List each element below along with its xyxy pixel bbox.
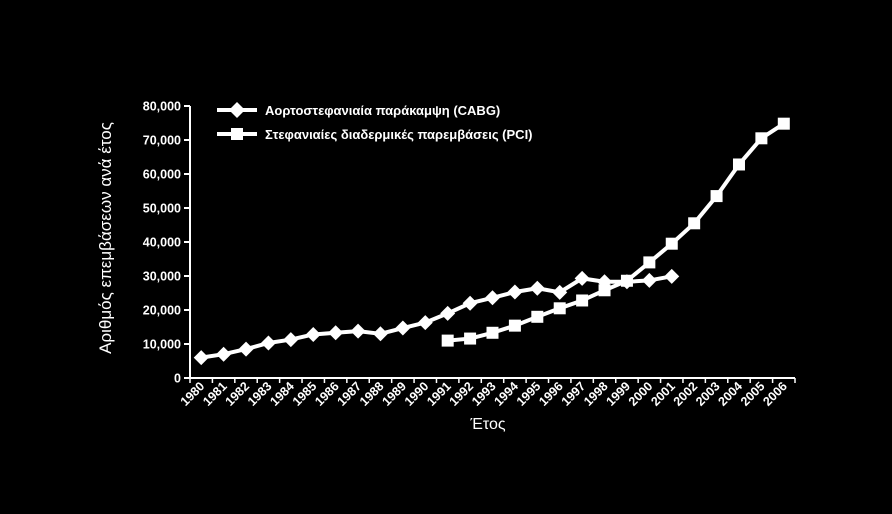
- x-tick-label: 1987: [335, 379, 365, 409]
- cabg-data-point: [529, 280, 545, 296]
- legend-item-cabg: Αορτοστεφανιαία παράκαμψη (CABG): [217, 102, 500, 118]
- x-tick-label: 2005: [738, 379, 768, 409]
- x-tick-label: 1991: [424, 379, 454, 409]
- pci-data-point: [531, 310, 544, 323]
- y-axis-title: Αριθμός επεμβάσεων ανά έτος: [96, 122, 115, 354]
- pci-line: [447, 122, 785, 343]
- cabg-data-point: [350, 323, 366, 339]
- x-tick-label: 1980: [178, 379, 208, 409]
- cabg-data-point: [283, 332, 299, 348]
- y-tick-label: 70,000: [143, 134, 181, 148]
- cabg-data-point: [328, 325, 344, 341]
- x-tick-label: 2001: [648, 379, 678, 409]
- cabg-data-point: [372, 326, 388, 342]
- cabg-data-point: [574, 270, 590, 286]
- cabg-data-point: [485, 290, 500, 306]
- pci-data-point: [576, 294, 589, 307]
- y-tick-label: 30,000: [143, 270, 181, 284]
- x-tick-label: 2002: [671, 379, 701, 409]
- pci-data-point: [620, 274, 633, 287]
- y-ticks: 0 10,000 20,000 30,000 40,000 50,000 60,000 70,…: [143, 100, 190, 386]
- cabg-data-point: [417, 315, 433, 331]
- legend-cabg-label: Αορτοστεφανιαία παράκαμψη (CABG): [265, 103, 500, 118]
- pci-data-point: [732, 158, 745, 171]
- y-tick-label: 40,000: [143, 236, 181, 250]
- pci-data-point: [665, 237, 678, 250]
- legend-pci-label: Στεφανιαίες διαδερμικές παρεμβάσεις (PCI…: [265, 127, 533, 142]
- x-tick-label: 1983: [245, 379, 275, 409]
- x-tick-label: 2000: [626, 379, 656, 409]
- cabg-data-point: [216, 346, 232, 362]
- cabg-data-point: [507, 284, 523, 300]
- pci-data-point: [710, 190, 723, 203]
- y-tick-label: 60,000: [143, 168, 181, 182]
- x-tick-label: 1992: [447, 379, 477, 409]
- pci-data-point: [598, 284, 611, 297]
- pci-data-point: [441, 334, 454, 347]
- pci-data-point: [777, 117, 790, 130]
- series-layer: [193, 117, 790, 366]
- cabg-data-point: [462, 295, 478, 311]
- cabg-data-point: [641, 272, 657, 288]
- y-tick-label: 0: [174, 372, 181, 386]
- legend: Αορτοστεφανιαία παράκαμψη (CABG) Στεφανι…: [217, 102, 533, 142]
- x-tick-label: 1998: [581, 379, 611, 409]
- cabg-data-point: [395, 320, 411, 336]
- x-tick-label: 1981: [200, 379, 230, 409]
- legend-pci-square-marker: [231, 128, 243, 140]
- x-tick-label: 1997: [559, 379, 589, 409]
- pci-data-point: [464, 332, 477, 345]
- x-tick-label: 1994: [491, 379, 521, 409]
- pci-data-point: [688, 217, 701, 230]
- cabg-data-point: [260, 335, 276, 351]
- cabg-data-point: [193, 350, 209, 366]
- cabg-data-point: [305, 326, 321, 342]
- x-axis-title: Έτος: [469, 416, 506, 433]
- cabg-data-point: [664, 268, 680, 284]
- series-cabg: [193, 268, 680, 366]
- y-tick-label: 20,000: [143, 304, 181, 318]
- x-tick-label: 1988: [357, 379, 387, 409]
- y-tick-label: 10,000: [143, 338, 181, 352]
- x-tick-label: 1985: [290, 379, 320, 409]
- pci-data-point: [486, 326, 499, 339]
- x-tick-label: 1990: [402, 379, 432, 409]
- pci-data-point: [755, 132, 768, 145]
- x-tick-label: 2004: [716, 379, 746, 409]
- x-tick-label: 1989: [379, 379, 409, 409]
- cabg-line: [200, 274, 673, 360]
- pci-data-point: [643, 256, 656, 269]
- legend-cabg-diamond-marker: [229, 102, 245, 118]
- x-tick-label: 1982: [223, 379, 253, 409]
- legend-item-pci: Στεφανιαίες διαδερμικές παρεμβάσεις (PCI…: [217, 127, 533, 142]
- x-tick-label: 1999: [603, 379, 633, 409]
- x-ticks: 1980198119821983198419851986198719881989…: [178, 378, 796, 409]
- x-tick-label: 2006: [760, 379, 790, 409]
- x-tick-label: 2003: [693, 379, 723, 409]
- x-tick-label: 1995: [514, 379, 544, 409]
- x-tick-label: 1986: [312, 379, 342, 409]
- pci-data-point: [553, 302, 566, 315]
- y-tick-label: 50,000: [143, 202, 181, 216]
- y-tick-label: 80,000: [143, 100, 181, 114]
- cabg-data-point: [440, 305, 456, 321]
- x-tick-label: 1984: [267, 379, 297, 409]
- pci-data-point: [508, 319, 521, 332]
- x-tick-label: 1993: [469, 379, 499, 409]
- cabg-data-point: [238, 341, 254, 357]
- x-tick-label: 1996: [536, 379, 566, 409]
- cabg-data-point: [552, 284, 568, 300]
- series-pci: [441, 117, 790, 347]
